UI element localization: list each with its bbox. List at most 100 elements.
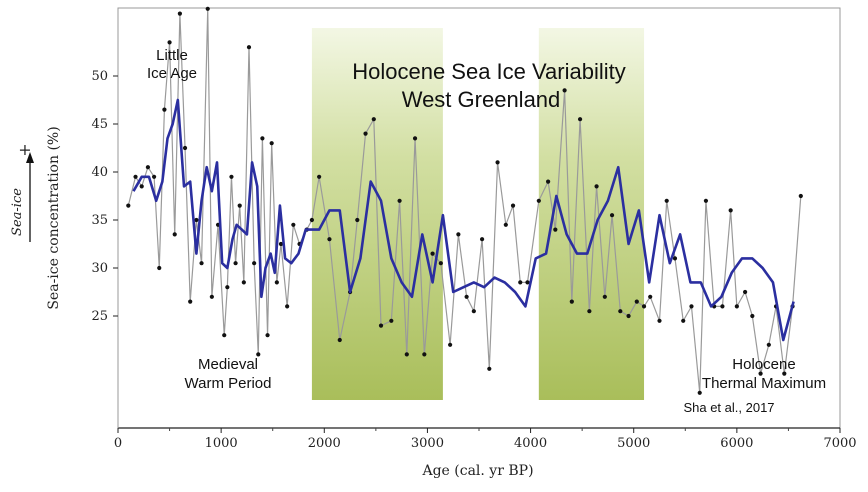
data-point-raw xyxy=(525,280,530,285)
data-point-raw xyxy=(495,160,500,165)
data-point-raw xyxy=(641,304,647,309)
data-point-raw xyxy=(618,309,623,314)
x-tick-label: 4000 xyxy=(514,436,547,451)
data-point-raw xyxy=(225,285,230,290)
y-tick-label: 50 xyxy=(91,69,108,84)
data-point-raw xyxy=(152,174,157,179)
data-point-raw xyxy=(648,294,653,299)
annotation-thermal-max-line2: Thermal Maximum xyxy=(702,375,826,392)
data-point-raw xyxy=(758,371,763,376)
data-point-raw xyxy=(510,203,516,208)
data-point-raw xyxy=(503,222,508,227)
data-point-raw xyxy=(274,280,279,285)
data-point-raw xyxy=(553,227,558,232)
data-point-raw xyxy=(569,299,574,304)
up-arrow-icon xyxy=(26,152,34,242)
data-point-raw xyxy=(355,217,360,223)
data-point-raw xyxy=(720,304,725,309)
data-point-raw xyxy=(664,198,669,203)
x-tick-label: 0 xyxy=(114,436,122,451)
data-point-raw xyxy=(536,198,541,203)
data-point-raw xyxy=(145,165,151,170)
data-point-raw xyxy=(194,217,199,223)
x-tick-label: 7000 xyxy=(823,436,856,451)
data-point-raw xyxy=(269,141,274,146)
data-point-raw xyxy=(172,232,177,237)
data-point-raw xyxy=(291,222,296,227)
y-tick-label: 45 xyxy=(91,117,108,132)
data-point-raw xyxy=(750,313,755,319)
data-point-raw xyxy=(397,198,402,203)
data-point-raw xyxy=(587,309,592,314)
annotation-little-ice-age-line1: Little xyxy=(156,47,188,64)
data-point-raw xyxy=(167,40,172,45)
data-point-raw xyxy=(327,237,332,242)
data-point-raw xyxy=(389,318,394,323)
data-point-raw xyxy=(199,261,204,266)
data-point-raw xyxy=(562,88,567,93)
data-point-raw xyxy=(422,352,427,357)
data-point-raw xyxy=(209,294,214,299)
x-tick-label: 6000 xyxy=(720,436,753,451)
chart-title-line2: West Greenland xyxy=(402,87,561,112)
data-point-raw xyxy=(626,313,631,319)
data-point-raw xyxy=(487,366,492,371)
y-tick-label: 35 xyxy=(91,213,108,228)
data-point-raw xyxy=(229,174,234,179)
data-point-raw xyxy=(743,289,748,295)
data-point-raw xyxy=(657,318,662,323)
data-point-raw xyxy=(182,145,188,151)
chart-title-line1: Holocene Sea Ice Variability xyxy=(352,59,626,84)
x-tick-label: 2000 xyxy=(308,436,341,451)
y-tick-label: 30 xyxy=(91,261,108,276)
data-point-raw xyxy=(479,237,485,242)
data-point-raw xyxy=(265,333,270,338)
data-point-raw xyxy=(430,251,435,256)
data-point-raw xyxy=(378,323,384,328)
data-point-raw xyxy=(404,352,409,357)
side-label: Sea-ice xyxy=(10,188,25,236)
data-point-raw xyxy=(371,117,376,122)
series-line-smoothed xyxy=(132,98,795,342)
x-tick-label: 5000 xyxy=(617,436,650,451)
x-axis-title: Age (cal. yr BP) xyxy=(421,463,533,479)
data-point-raw xyxy=(188,299,193,304)
data-point-raw xyxy=(634,299,639,304)
data-point-raw xyxy=(412,136,418,141)
data-point-raw xyxy=(672,256,678,261)
data-point-raw xyxy=(689,304,694,309)
data-point-raw xyxy=(464,294,469,299)
data-point-raw xyxy=(285,304,290,309)
data-point-raw xyxy=(252,261,257,266)
annotation-medieval-line2: Warm Period xyxy=(185,375,272,392)
data-point-raw xyxy=(798,193,803,199)
data-point-raw xyxy=(697,390,702,395)
data-point-raw xyxy=(177,11,182,16)
data-point-raw xyxy=(594,184,599,189)
data-point-raw xyxy=(237,203,242,208)
data-point-raw xyxy=(126,203,131,208)
data-point-raw xyxy=(728,208,733,213)
data-point-raw xyxy=(222,333,227,338)
data-point-raw xyxy=(782,371,787,376)
data-point-raw xyxy=(241,280,246,285)
data-point-raw xyxy=(363,131,368,136)
data-point-raw xyxy=(609,213,615,218)
annotation-little-ice-age-line2: Ice Age xyxy=(147,65,197,82)
data-point-raw xyxy=(577,117,583,122)
data-point-raw xyxy=(703,198,709,203)
y-tick-label: 25 xyxy=(91,309,108,324)
data-point-raw xyxy=(471,309,476,314)
data-point-raw xyxy=(133,174,138,179)
data-point-raw xyxy=(734,304,739,309)
data-point-raw xyxy=(233,261,238,266)
data-point-raw xyxy=(438,261,443,266)
data-point-raw xyxy=(766,342,771,347)
data-point-raw xyxy=(278,241,284,247)
y-tick-label: 40 xyxy=(91,165,108,180)
data-point-raw xyxy=(162,107,167,112)
data-point-raw xyxy=(546,179,551,184)
x-tick-label: 1000 xyxy=(205,436,238,451)
data-point-raw xyxy=(448,342,453,347)
data-point-raw xyxy=(139,184,144,189)
